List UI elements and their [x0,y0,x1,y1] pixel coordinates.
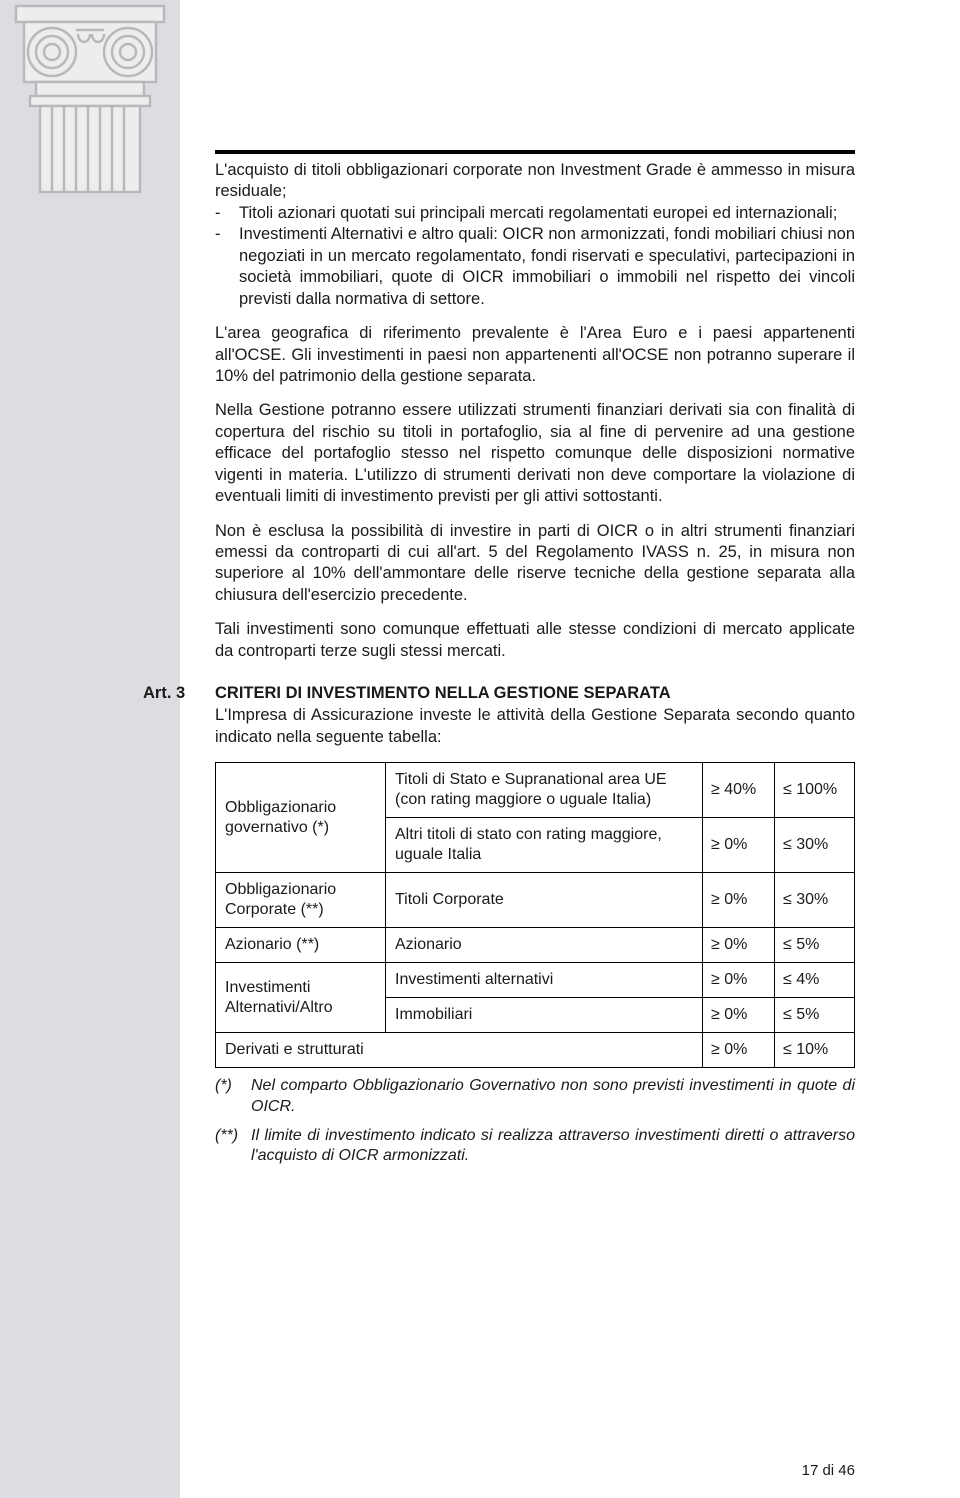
paragraph: Tali investimenti sono comunque effettua… [215,619,855,662]
min-cell: ≥ 0% [703,873,775,928]
category-cell: Derivati e strutturati [216,1033,703,1068]
table-row: Investimenti Alternativi/AltroInvestimen… [216,963,855,998]
subcategory-cell: Titoli Corporate [386,873,703,928]
subcategory-cell: Altri titoli di stato con rating maggior… [386,818,703,873]
max-cell: ≤ 5% [775,928,855,963]
max-cell: ≤ 10% [775,1033,855,1068]
max-cell: ≤ 30% [775,818,855,873]
category-cell: Obbligazionario Corporate (**) [216,873,386,928]
min-cell: ≥ 0% [703,818,775,873]
max-cell: ≤ 100% [775,763,855,818]
header-rule [215,150,855,154]
min-cell: ≥ 0% [703,963,775,998]
footnote-mark: (**) [215,1126,251,1147]
footnote-text: Nel comparto Obbligazionario Governativo… [251,1077,855,1115]
bullet-text: Investimenti Alternativi e altro quali: … [239,225,855,307]
bullet-text: Titoli azionari quotati sui principali m… [239,204,837,222]
max-cell: ≤ 30% [775,873,855,928]
page-number: 17 di 46 [215,1462,855,1479]
footnote: (*)Nel comparto Obbligazionario Governat… [215,1076,855,1118]
intro-line: L'acquisto di titoli obbligazionari corp… [215,160,855,203]
subcategory-cell: Titoli di Stato e Supranational area UE … [386,763,703,818]
footnote: (**)Il limite di investimento indicato s… [215,1126,855,1168]
footnote-text: Il limite di investimento indicato si re… [251,1127,855,1165]
paragraph: Non è esclusa la possibilità di investir… [215,521,855,607]
subcategory-cell: Azionario [386,928,703,963]
footnote-mark: (*) [215,1076,251,1097]
bullet-dash: - [215,203,239,224]
section-title: CRITERI DI INVESTIMENTO NELLA GESTIONE S… [215,684,855,703]
bullet-dash: - [215,224,239,245]
table-row: Derivati e strutturati≥ 0%≤ 10% [216,1033,855,1068]
paragraph: Nella Gestione potranno essere utilizzat… [215,400,855,507]
paragraph: L'area geografica di riferimento prevale… [215,323,855,387]
min-cell: ≥ 0% [703,1033,775,1068]
max-cell: ≤ 5% [775,998,855,1033]
min-cell: ≥ 0% [703,998,775,1033]
max-cell: ≤ 4% [775,963,855,998]
subcategory-cell: Investimenti alternativi [386,963,703,998]
article-label: Art. 3 [143,684,215,1167]
table-row: Obbligazionario Corporate (**)Titoli Cor… [216,873,855,928]
intro-text: L'acquisto di titoli obbligazionari corp… [215,161,855,200]
bullet-item: -Investimenti Alternativi e altro quali:… [215,224,855,310]
page-content: L'acquisto di titoli obbligazionari corp… [215,160,855,1167]
category-cell: Investimenti Alternativi/Altro [216,963,386,1033]
table-row: Obbligazionario governativo (*)Titoli di… [216,763,855,818]
category-cell: Azionario (**) [216,928,386,963]
min-cell: ≥ 0% [703,928,775,963]
article-section: Art. 3 CRITERI DI INVESTIMENTO NELLA GES… [143,684,855,1167]
category-cell: Obbligazionario governativo (*) [216,763,386,873]
bullet-item: -Titoli azionari quotati sui principali … [215,203,855,224]
subcategory-cell: Immobiliari [386,998,703,1033]
min-cell: ≥ 40% [703,763,775,818]
section-intro: L'Impresa di Assicurazione investe le at… [215,705,855,748]
investment-table: Obbligazionario governativo (*)Titoli di… [215,762,855,1068]
column-capital-icon [0,0,180,200]
table-row: Azionario (**)Azionario≥ 0%≤ 5% [216,928,855,963]
